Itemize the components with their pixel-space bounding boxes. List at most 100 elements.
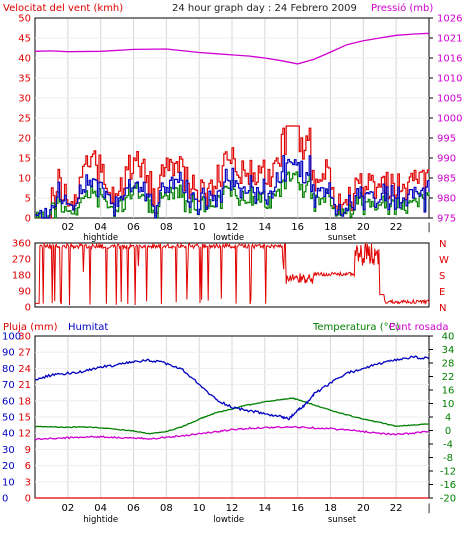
pressure-tick-label: 990 xyxy=(437,154,456,165)
pressure-tick-label: 980 xyxy=(437,194,456,205)
temperature-tick-label: -20 xyxy=(440,494,456,505)
event-label: sunset xyxy=(328,515,357,525)
rain-tick-label: 12 xyxy=(18,429,31,440)
direction-tick-label: 180 xyxy=(12,271,31,282)
humidity-tick-label: 0 xyxy=(2,494,8,505)
direction-tick-label: 0 xyxy=(25,303,31,314)
x-tick-label: 16 xyxy=(291,222,304,233)
humidity-tick-label: 30 xyxy=(2,445,15,456)
direction-tick-label: 360 xyxy=(12,239,31,250)
humidity-tick-label: 20 xyxy=(2,461,15,472)
x-tick-label: 02 xyxy=(61,503,74,514)
humidity-tick-label: 80 xyxy=(2,364,15,375)
temperature-tick-label: 34 xyxy=(442,345,455,356)
temperature-tick-label: 16 xyxy=(442,386,455,397)
compass-label: N xyxy=(439,303,446,314)
wind-tick-label: 5 xyxy=(25,194,31,205)
pressure-tick-label: 1005 xyxy=(437,94,462,105)
temperature-tick-label: -4 xyxy=(443,440,453,451)
temperature-tick-label: 22 xyxy=(442,372,455,383)
x-tick-label: 18 xyxy=(324,503,337,514)
x-tick-label: 20 xyxy=(357,222,370,233)
rain-tick-label: 24 xyxy=(18,364,31,375)
compass-label: E xyxy=(439,287,445,298)
x-tick-label: 08 xyxy=(160,503,173,514)
chart-title: 24 hour graph day : 24 Febrero 2009 xyxy=(172,3,357,14)
event-label: lowtide xyxy=(213,515,244,525)
event-label: hightide xyxy=(83,515,118,525)
wind-tick-label: 30 xyxy=(18,94,31,105)
direction-plot-area xyxy=(34,242,430,308)
temperature-tick-label: -12 xyxy=(440,467,456,478)
temperature-tick-label: 40 xyxy=(442,332,455,343)
x-tick-label: 06 xyxy=(127,222,140,233)
event-label: sunset xyxy=(328,233,357,243)
dewpoint-series xyxy=(34,425,430,441)
x-tick-label: 04 xyxy=(94,222,107,233)
wind-direction-series xyxy=(35,241,430,306)
temperature-series xyxy=(34,397,430,435)
pressure-series xyxy=(34,32,430,65)
x-tick-label: 08 xyxy=(160,222,173,233)
wind-speed-title: Velocitat del vent (kmh) xyxy=(3,3,123,14)
wind-tick-label: 25 xyxy=(18,114,31,125)
x-tick-label: 10 xyxy=(193,503,206,514)
x-tick-label: 18 xyxy=(324,222,337,233)
humidity-tick-label: 60 xyxy=(2,396,15,407)
pressure-tick-label: 1000 xyxy=(437,114,462,125)
x-tick-label: 16 xyxy=(291,503,304,514)
direction-tick-label: 270 xyxy=(12,255,31,266)
wind-tick-label: 50 xyxy=(18,14,31,25)
humidity-tick-label: 50 xyxy=(2,413,15,424)
humidity-axis-title: Humitat xyxy=(68,322,108,333)
pressure-tick-label: 995 xyxy=(437,134,456,145)
wind-tick-label: 20 xyxy=(18,134,31,145)
x-tick-label: | xyxy=(427,222,430,233)
pressure-title: Pressió (mb) xyxy=(371,2,433,14)
temperature-axis-title: Temperatura (°C) xyxy=(312,322,400,333)
dewpoint-axis-title: Punt rosada xyxy=(389,322,448,333)
x-tick-label: 22 xyxy=(390,222,403,233)
humidity-tick-label: 90 xyxy=(2,348,15,359)
pressure-tick-label: 1016 xyxy=(437,54,462,65)
x-tick-label: | xyxy=(427,503,430,514)
x-tick-label: 20 xyxy=(357,503,370,514)
x-tick-label: 14 xyxy=(258,503,271,514)
x-tick-label: 02 xyxy=(61,222,74,233)
rain-tick-label: 6 xyxy=(25,461,31,472)
rain-tick-label: 9 xyxy=(25,445,31,456)
rain-tick-label: 18 xyxy=(18,396,31,407)
x-tick-label: 04 xyxy=(94,503,107,514)
humidity-series xyxy=(34,355,430,421)
wind-tick-label: 0 xyxy=(25,214,31,225)
rain-tick-label: 27 xyxy=(18,348,31,359)
humidity-tick-label: 100 xyxy=(2,332,21,343)
rain-tick-label: 30 xyxy=(18,332,31,343)
x-tick-label: 10 xyxy=(193,222,206,233)
wind-gust-series xyxy=(35,125,430,219)
compass-label: S xyxy=(439,271,445,282)
wind-speed-series xyxy=(35,155,430,219)
wind-tick-label: 45 xyxy=(18,34,31,45)
temperature-tick-label: 4 xyxy=(445,413,451,424)
temperature-tick-label: 28 xyxy=(442,359,455,370)
humidity-tick-label: 40 xyxy=(2,429,15,440)
temperature-tick-label: -16 xyxy=(440,480,456,491)
x-tick-label: 14 xyxy=(258,222,271,233)
compass-label: N xyxy=(439,239,446,250)
compass-label: W xyxy=(439,255,449,266)
pressure-tick-label: 1021 xyxy=(437,34,462,45)
wind-tick-label: 10 xyxy=(18,174,31,185)
rain-tick-label: 15 xyxy=(18,413,31,424)
temperature-tick-label: -8 xyxy=(443,453,453,464)
direction-tick-label: 90 xyxy=(18,287,31,298)
rain-tick-label: 3 xyxy=(25,477,31,488)
rain-tick-label: 21 xyxy=(18,380,31,391)
event-label: lowtide xyxy=(213,233,244,243)
humidity-tick-label: 10 xyxy=(2,477,15,488)
rain-tick-label: 0 xyxy=(25,494,31,505)
x-tick-label: 22 xyxy=(390,503,403,514)
x-tick-label: 06 xyxy=(127,503,140,514)
